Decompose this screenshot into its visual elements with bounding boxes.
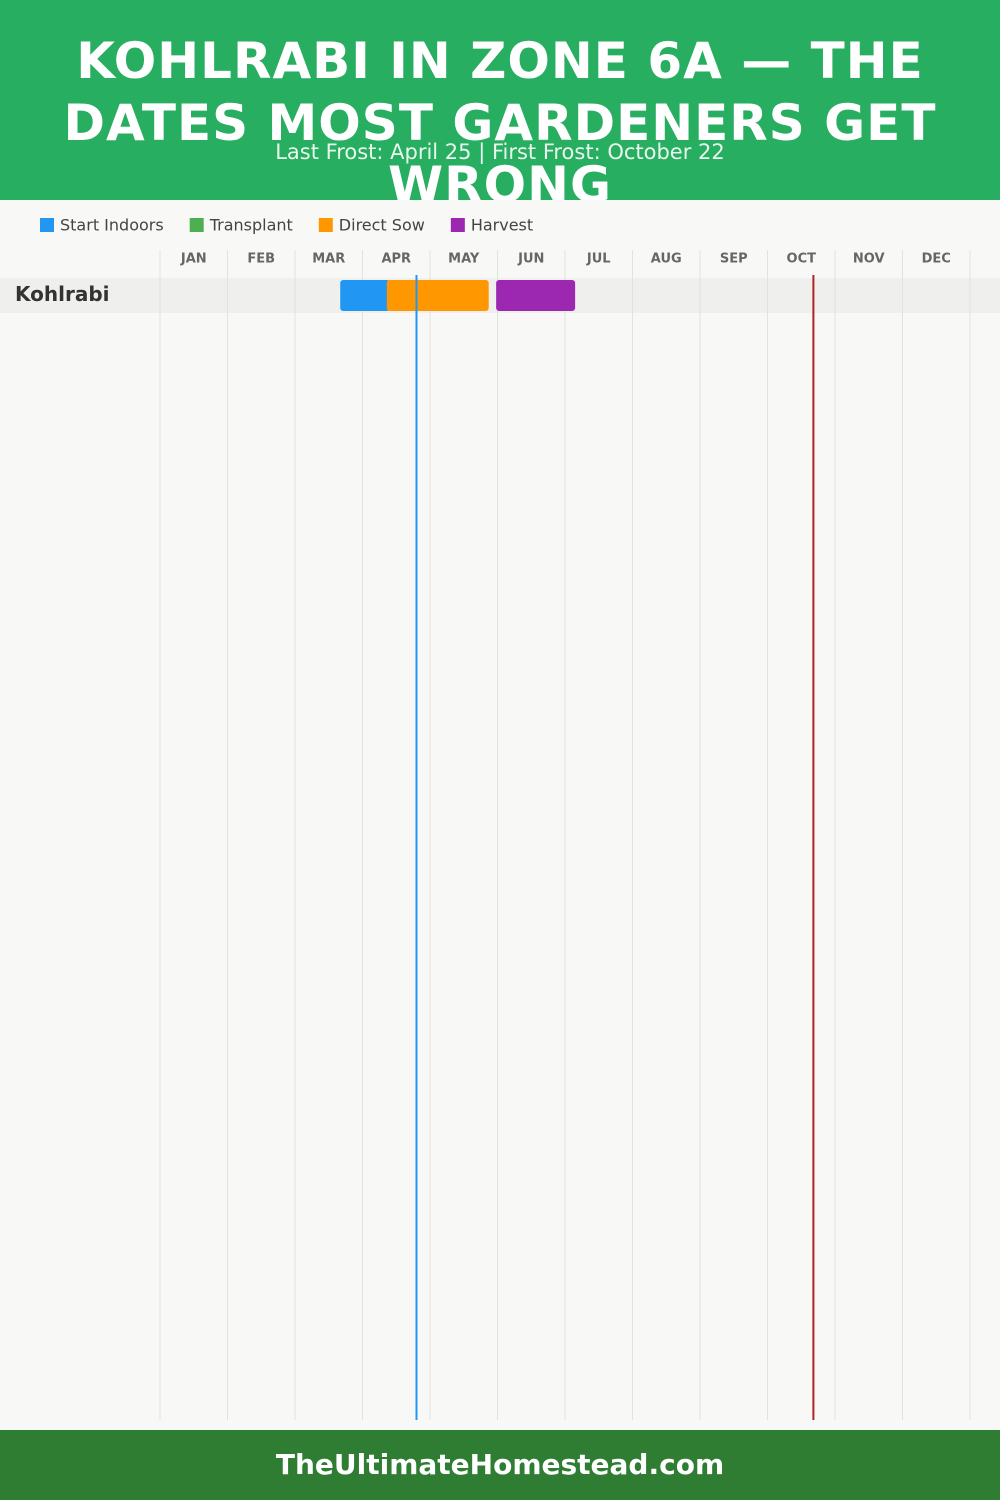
legend-label: Start Indoors — [60, 216, 164, 235]
row-label: Kohlrabi — [15, 282, 110, 306]
x-tick-label: APR — [381, 252, 411, 267]
legend-label: Transplant — [209, 216, 293, 235]
x-tick-label: NOV — [853, 252, 885, 267]
header: KOHLRABI IN ZONE 6A — THE DATES MOST GAR… — [0, 0, 1000, 200]
chart-title: KOHLRABI IN ZONE 6A — THE DATES MOST GAR… — [63, 32, 937, 200]
x-tick-label: JUN — [517, 252, 544, 267]
legend-label: Harvest — [471, 216, 533, 235]
bar — [496, 280, 576, 311]
x-tick-label: OCT — [787, 252, 817, 267]
legend-swatch — [189, 218, 204, 232]
bar — [386, 280, 489, 311]
x-tick-label: MAY — [448, 252, 480, 267]
chart: JAN FEB MAR APR MAY JUN JUL AUG SEP OCT NOV DEC Star… — [0, 216, 1000, 1420]
x-tick-label: DEC — [922, 252, 951, 267]
chart-subtitle: Last Frost: April 25 | First Frost: Octo… — [275, 140, 725, 164]
x-tick-label: JUL — [586, 252, 611, 267]
legend-swatch — [40, 218, 54, 232]
legend-swatch — [450, 218, 465, 232]
bar — [340, 280, 391, 311]
x-tick-label: AUG — [651, 252, 682, 267]
x-tick-label: JAN — [180, 252, 207, 267]
x-tick-label: MAR — [312, 252, 345, 267]
legend-label: Direct Sow — [339, 216, 425, 235]
footer: TheUltimateHomestead.com — [0, 1430, 1000, 1500]
legend-swatch — [318, 218, 333, 232]
x-tick-label: FEB — [247, 252, 275, 267]
x-tick-label: SEP — [720, 252, 748, 267]
